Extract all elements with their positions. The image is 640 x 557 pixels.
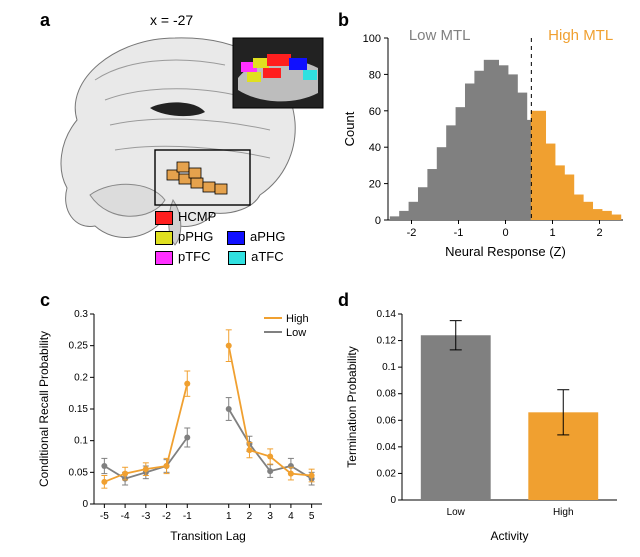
legend-pphg: pPHG — [178, 229, 213, 244]
svg-text:0: 0 — [502, 227, 508, 239]
svg-text:Transition Lag: Transition Lag — [170, 529, 246, 543]
svg-text:-2: -2 — [407, 227, 417, 239]
svg-text:0.12: 0.12 — [377, 336, 397, 347]
svg-text:0.05: 0.05 — [69, 467, 89, 478]
svg-text:-2: -2 — [162, 511, 171, 522]
swatch-pphg — [155, 231, 173, 245]
svg-text:High: High — [553, 507, 574, 518]
svg-text:Count: Count — [342, 111, 357, 146]
svg-text:0.04: 0.04 — [377, 442, 397, 453]
svg-text:Termination Probability: Termination Probability — [345, 346, 359, 467]
legend-ptfc: pTFC — [178, 249, 211, 264]
svg-text:40: 40 — [369, 142, 381, 154]
svg-text:0: 0 — [375, 215, 381, 227]
svg-text:0.1: 0.1 — [382, 362, 396, 373]
svg-text:60: 60 — [369, 106, 381, 118]
legend-aphg: aPHG — [250, 229, 285, 244]
roi-legend: HCMP pPHG aPHG pTFC aTFC — [155, 207, 285, 267]
swatch-atfc — [228, 251, 246, 265]
legend-hcmp: HCMP — [178, 209, 216, 224]
swatch-ptfc — [155, 251, 173, 265]
svg-text:High: High — [286, 313, 309, 325]
panel-d-bars: 0 0.02 0.04 0.06 0.08 0.1 0.12 0.14 Low High Activ… — [340, 300, 635, 550]
svg-text:-1: -1 — [183, 511, 192, 522]
svg-text:0.08: 0.08 — [377, 389, 397, 400]
svg-text:2: 2 — [247, 511, 253, 522]
svg-text:-3: -3 — [141, 511, 150, 522]
svg-text:0.2: 0.2 — [74, 372, 88, 383]
legend-atfc: aTFC — [251, 249, 284, 264]
svg-text:-5: -5 — [100, 511, 109, 522]
svg-text:2: 2 — [596, 227, 602, 239]
panel-a: x = -27 — [45, 12, 330, 272]
svg-text:-1: -1 — [454, 227, 464, 239]
swatch-hcmp — [155, 211, 173, 225]
svg-text:1: 1 — [549, 227, 555, 239]
svg-text:High MTL: High MTL — [548, 27, 613, 44]
svg-text:5: 5 — [309, 511, 315, 522]
svg-text:80: 80 — [369, 69, 381, 81]
panel-c-lagcrp: 0 0.05 0.1 0.15 0.2 0.25 0.3 -5 -4 -3 -2 -1 1 2 3 4 5 Hig… — [32, 300, 332, 550]
panel-b-histogram: 0 20 40 60 80 100 -2 -1 0 1 2 Neural Response (Z) Co… — [340, 18, 635, 268]
svg-text:0.1: 0.1 — [74, 436, 88, 447]
svg-text:0.02: 0.02 — [377, 468, 397, 479]
svg-text:0.06: 0.06 — [377, 415, 397, 426]
svg-text:0.14: 0.14 — [377, 309, 397, 320]
svg-text:4: 4 — [288, 511, 294, 522]
svg-text:1: 1 — [226, 511, 232, 522]
slice-label: x = -27 — [150, 12, 193, 28]
svg-text:0: 0 — [82, 499, 88, 510]
svg-text:20: 20 — [369, 179, 381, 191]
svg-text:-4: -4 — [121, 511, 130, 522]
svg-text:100: 100 — [363, 33, 381, 45]
svg-text:Low: Low — [447, 507, 466, 518]
svg-text:0.3: 0.3 — [74, 309, 88, 320]
svg-text:Conditional Recall Probability: Conditional Recall Probability — [37, 331, 51, 487]
svg-text:Activity: Activity — [490, 529, 528, 543]
svg-text:3: 3 — [267, 511, 273, 522]
svg-text:Low: Low — [286, 327, 306, 339]
svg-text:Low MTL: Low MTL — [409, 27, 471, 44]
svg-text:0.25: 0.25 — [69, 341, 89, 352]
figure-page: { "panel_labels": {"a":"a","b":"b","c":"… — [0, 0, 640, 557]
svg-text:Neural Response (Z): Neural Response (Z) — [445, 244, 566, 259]
svg-text:0: 0 — [390, 495, 396, 506]
svg-text:0.15: 0.15 — [69, 404, 89, 415]
swatch-aphg — [227, 231, 245, 245]
